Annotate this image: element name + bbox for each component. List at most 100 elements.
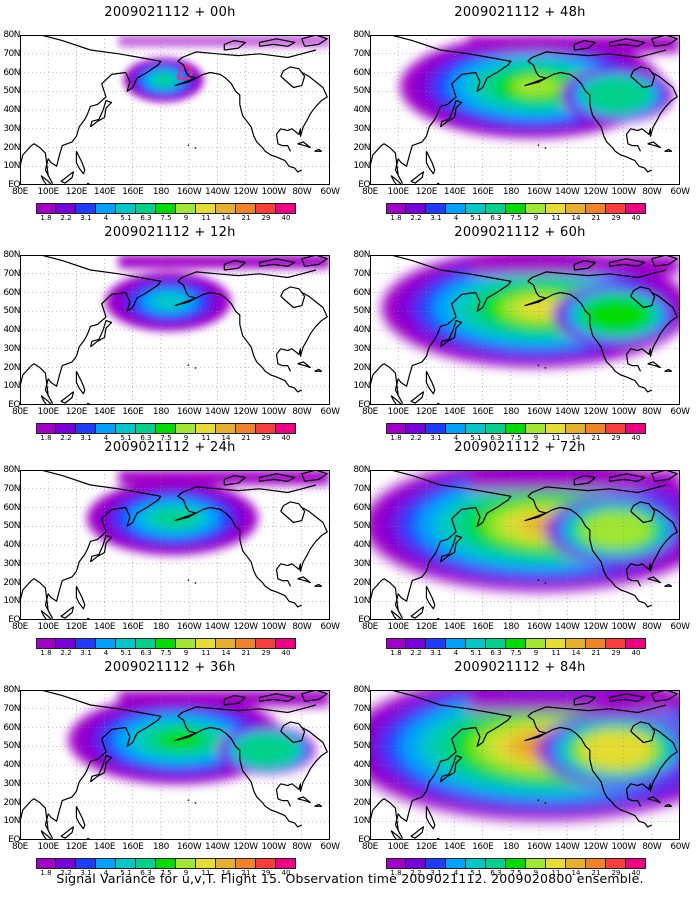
colorbar-level-label: 29 — [611, 434, 621, 442]
colorbar-swatch — [446, 639, 466, 648]
colorbar-level-label: 40 — [631, 434, 641, 442]
coastline — [40, 175, 53, 185]
map-plot-area: 80N 70N 60N 50N 40N 30N 20N 10N EQ 80E 100E 120E 140… — [353, 685, 690, 852]
coastline — [174, 280, 303, 393]
coastline — [630, 286, 656, 309]
panel-title: 2009021112 + 84h — [454, 660, 586, 675]
longitude-tick-label: 160W — [176, 842, 202, 852]
colorbar-swatch — [196, 859, 216, 868]
colorbar-swatch — [76, 639, 96, 648]
longitude-tick-label: 140W — [555, 407, 580, 417]
coastline — [60, 391, 75, 404]
colorbar-swatch — [546, 424, 566, 433]
coastline — [223, 260, 247, 271]
colorbar-swatch — [236, 424, 256, 433]
coastline — [608, 258, 646, 267]
coastline — [537, 144, 540, 147]
coastline — [75, 586, 86, 610]
latitude-tick-label: 50N — [353, 521, 370, 532]
colorbar-level-label: 1.8 — [390, 434, 402, 442]
coastline — [390, 830, 403, 840]
colorbar-level-label: 4 — [453, 869, 459, 877]
coastline — [89, 100, 113, 128]
colorbar-level-label: 40 — [281, 434, 291, 442]
coastline — [174, 715, 303, 828]
longitude-tick-label: 80E — [12, 842, 28, 852]
variance-contour-band — [151, 293, 188, 311]
colorbar-level-label: 29 — [261, 214, 271, 222]
colorbar-level-label: 40 — [631, 214, 641, 222]
map-frame — [370, 255, 680, 405]
colorbar-swatch — [586, 424, 606, 433]
coastline — [174, 60, 303, 173]
coastline — [425, 151, 436, 175]
latitude-tick-label: 10N — [3, 816, 20, 827]
coastline — [390, 175, 403, 185]
colorbar-level-label: 4 — [103, 434, 109, 442]
coastline — [537, 799, 540, 802]
latitude-tick-label: 80N — [353, 250, 370, 260]
latitude-tick-label: 20N — [353, 142, 370, 153]
colorbar-swatch — [506, 639, 526, 648]
coastline — [608, 38, 646, 47]
colorbar-swatch — [156, 859, 176, 868]
panel-title: 2009021112 + 72h — [454, 440, 586, 455]
colorbar-level-label: 3.1 — [80, 649, 92, 657]
colorbar-level-label: 9 — [533, 214, 539, 222]
coastline — [258, 473, 296, 482]
colorbar-level-label: 4 — [453, 649, 459, 657]
colorbar-swatch — [176, 639, 196, 648]
longitude-tick-label: 120E — [415, 842, 438, 852]
latitude-tick-label: 80N — [3, 250, 20, 260]
coastline — [439, 320, 463, 348]
panel-title: 2009021112 + 60h — [454, 225, 586, 240]
colorbar-level-label: 21 — [241, 214, 251, 222]
map-frame — [20, 35, 330, 185]
coastline — [527, 49, 667, 62]
coastline — [527, 704, 667, 717]
colorbar-swatch — [156, 204, 176, 213]
map-frame — [20, 255, 330, 405]
longitude-tick-label: 100E — [387, 842, 410, 852]
colorbar-swatch — [386, 204, 406, 213]
coastline — [651, 35, 678, 47]
colorbar-level-label: 4 — [103, 214, 109, 222]
longitude-tick-label: 140E — [443, 842, 466, 852]
colorbar-level-label: 6.3 — [140, 649, 152, 657]
coastline — [425, 371, 436, 395]
coastline — [177, 269, 317, 282]
colorbar-swatch — [526, 639, 546, 648]
coastline — [439, 100, 463, 128]
colorbar-swatch — [256, 204, 276, 213]
colorbar-swatch — [526, 204, 546, 213]
colorbar-swatch — [216, 639, 236, 648]
latitude-tick-label: 60N — [353, 722, 370, 733]
colorbar-swatch — [236, 859, 256, 868]
colorbar-swatch — [76, 204, 96, 213]
colorbar-swatch — [486, 859, 506, 868]
colorbar-level-label: 3.1 — [430, 214, 442, 222]
longitude-tick-label: 160E — [472, 842, 494, 852]
colorbar-level-label: 11 — [551, 649, 561, 657]
colorbar-level-label: 2.2 — [60, 214, 72, 222]
coastline — [573, 695, 597, 706]
longitude-tick-label: 120W — [583, 187, 608, 197]
coastline — [275, 71, 328, 152]
variance-map — [370, 35, 680, 185]
latitude-tick-label: 60N — [3, 287, 20, 298]
colorbar-level-label: 21 — [591, 869, 601, 877]
colorbar-swatch — [486, 424, 506, 433]
map-panel: 2009021112 + 48h 80N 70N 60N 50N 40N 30N 20N 10N… — [350, 5, 690, 225]
longitude-tick-label: 80E — [12, 407, 28, 417]
longitude-tick-label: 120W — [583, 842, 608, 852]
colorbar-swatch — [546, 204, 566, 213]
panel-title: 2009021112 + 36h — [104, 660, 236, 675]
colorbar-swatch — [626, 204, 646, 213]
colorbar-swatch — [566, 424, 586, 433]
coastline — [89, 320, 113, 348]
latitude-tick-label: EQ — [8, 400, 20, 410]
latitude-tick-label: 80N — [353, 30, 370, 40]
latitude-tick-label: 40N — [3, 760, 20, 770]
colorbar-level-label: 6.3 — [140, 434, 152, 442]
colorbar-swatch — [256, 639, 276, 648]
